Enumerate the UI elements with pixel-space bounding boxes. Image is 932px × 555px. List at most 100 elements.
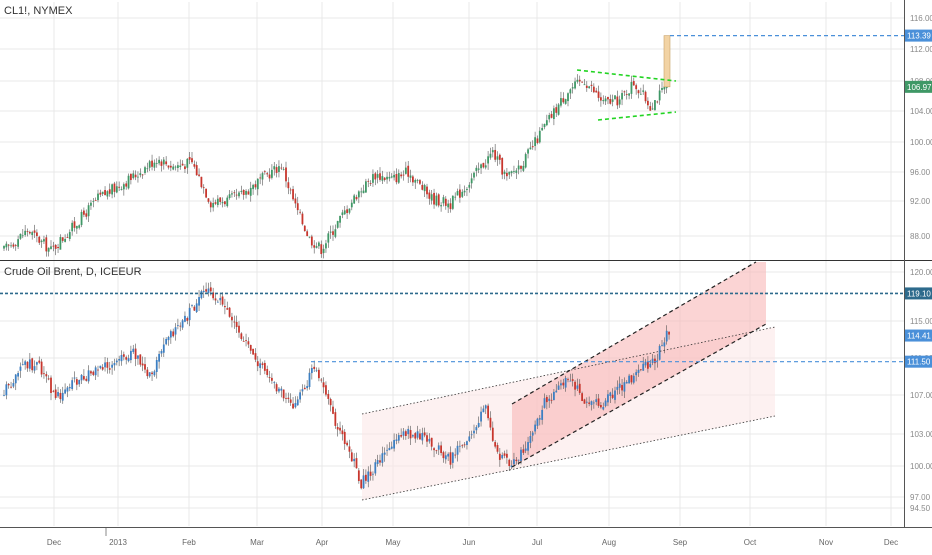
x-tick-label: Jul [532, 538, 542, 547]
candle-body [647, 362, 649, 369]
candle-body [43, 239, 45, 242]
y-tick-label: 88.00 [910, 232, 931, 241]
candle-body [357, 470, 360, 482]
candle-body [36, 232, 38, 237]
candle-body [496, 156, 499, 160]
candle-body [360, 191, 363, 193]
candle-body [278, 166, 280, 173]
candle-body [160, 161, 163, 166]
candle-body [665, 330, 668, 342]
candle-body [376, 460, 379, 464]
candle-body [475, 167, 478, 171]
candle-body [263, 171, 266, 173]
candle-body [463, 190, 466, 193]
candle-body [423, 185, 426, 192]
candle-body [625, 381, 628, 384]
candle-body [503, 453, 506, 456]
candle-body [209, 202, 212, 208]
candle-body [651, 108, 654, 110]
candle-body [184, 166, 186, 170]
candle-body [14, 374, 17, 384]
candle-body [550, 399, 553, 401]
candle-body [325, 385, 327, 395]
candle-body [7, 383, 10, 386]
candle-body [104, 362, 106, 368]
candle-body [113, 183, 116, 192]
candle-body [635, 372, 638, 376]
candle-body [529, 147, 532, 150]
candle-body [249, 187, 252, 196]
y-tick-label: 115.00 [910, 317, 932, 326]
candle-body [454, 454, 457, 456]
candle-body [289, 189, 292, 191]
candle-body [242, 189, 245, 195]
candle-body [259, 177, 262, 179]
candle-body [395, 174, 398, 183]
candle-body [146, 168, 149, 170]
candle-body [576, 79, 579, 82]
candle-body [362, 475, 365, 489]
candle-body [569, 89, 572, 94]
candle-body [451, 452, 454, 463]
candle-body [207, 198, 210, 202]
candle-body [198, 297, 200, 306]
candle-body [534, 137, 536, 146]
candle-body [360, 479, 363, 489]
candle-body [59, 392, 62, 400]
candle-body [24, 361, 27, 365]
candle-body [219, 297, 222, 301]
candle-body [661, 344, 663, 346]
candle-body [393, 440, 395, 449]
candle-body [151, 372, 153, 375]
candle-body [73, 221, 76, 228]
candle-body [80, 374, 83, 381]
candle-body [564, 99, 567, 104]
x-tick-label: Mar [250, 538, 264, 547]
candle-body [139, 354, 142, 365]
candle-body [449, 203, 452, 210]
candle-body [426, 435, 428, 442]
candle-body [656, 360, 659, 362]
candle-body [169, 331, 172, 338]
candle-body [592, 402, 595, 404]
trend-lines [0, 35, 904, 501]
candle-body [14, 245, 17, 246]
x-tick-label: Apr [316, 538, 329, 547]
candle-body [571, 379, 574, 381]
candle-body [609, 392, 612, 396]
candle-body [33, 366, 36, 371]
candle-body [607, 96, 609, 100]
candle-body [127, 175, 130, 189]
candle-body [66, 387, 69, 392]
candle-body [68, 387, 71, 389]
candle-body [144, 167, 146, 173]
candle-body [595, 399, 598, 402]
candle-body [28, 231, 31, 234]
candle-body [482, 408, 485, 413]
candle-body [506, 453, 508, 458]
candle-body [285, 398, 287, 400]
candle-body [282, 389, 285, 399]
candle-body [181, 320, 184, 328]
candle-body [402, 174, 405, 176]
candle-body [191, 304, 193, 306]
candle-body [531, 432, 534, 436]
candle-body [327, 233, 330, 243]
candle-body [550, 113, 553, 118]
candle-body [28, 359, 31, 369]
candle-body [113, 362, 116, 366]
candle-body [503, 171, 506, 175]
candle-body [329, 398, 332, 406]
candle-body [663, 86, 666, 90]
y-tick-label: 100.00 [910, 462, 932, 471]
y-tick-label: 100.00 [910, 138, 932, 147]
candle-body [278, 388, 280, 392]
candle-body [400, 435, 403, 437]
candle-body [480, 164, 482, 169]
candle-body [78, 225, 81, 228]
candle-body [543, 124, 546, 128]
candle-body [235, 321, 238, 328]
candle-body [160, 350, 163, 354]
